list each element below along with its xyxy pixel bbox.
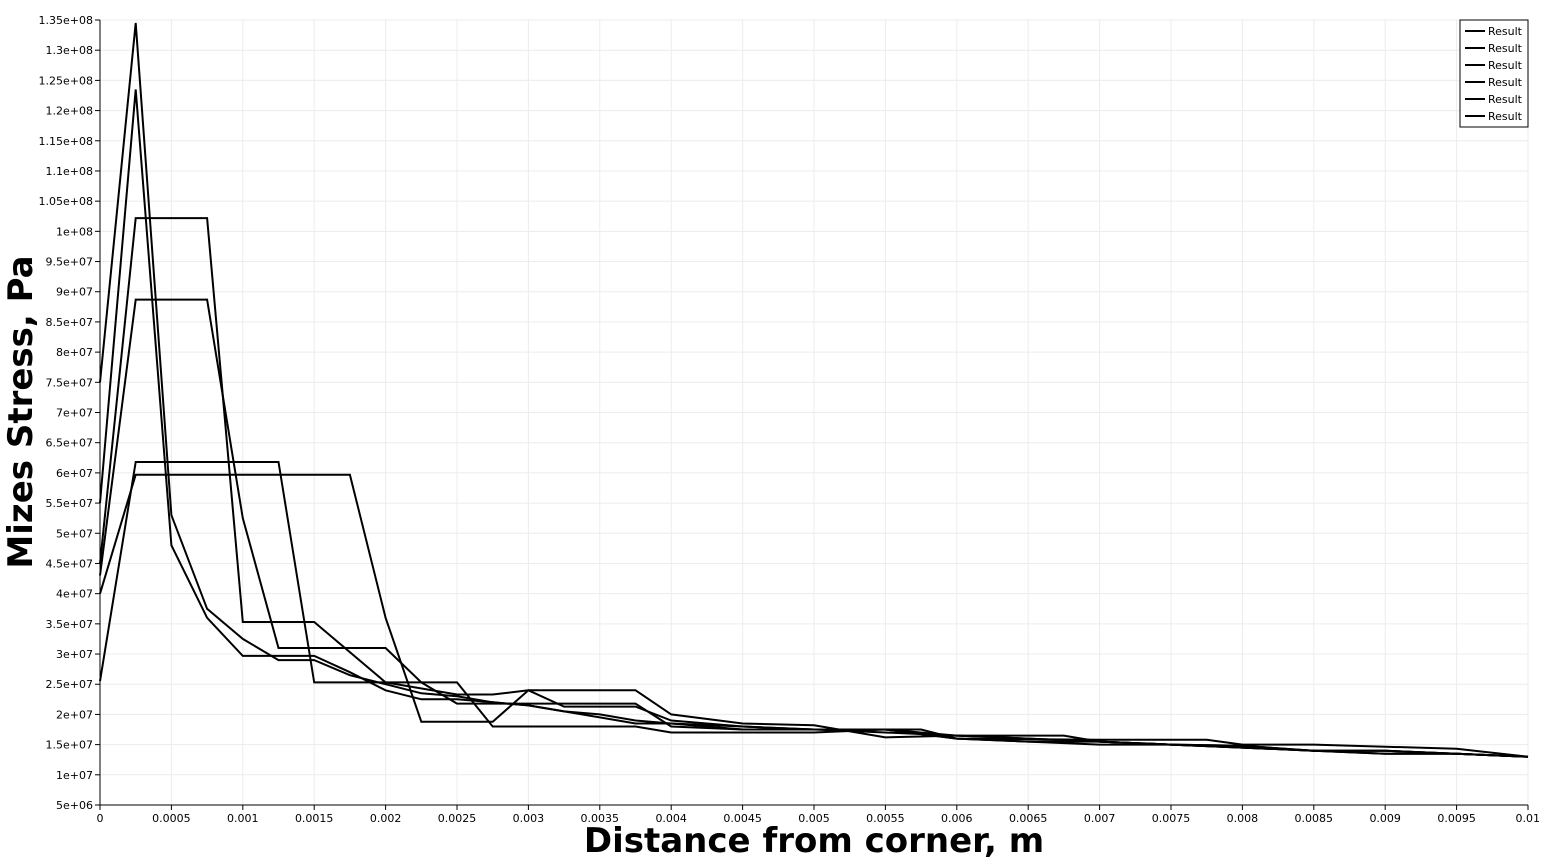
x-tick-label: 0.0065 [1009, 812, 1048, 825]
x-tick-label: 0.005 [798, 812, 830, 825]
y-tick-label: 1.3e+08 [46, 44, 93, 57]
series-lines [99, 22, 1529, 758]
y-tick-label: 1.2e+08 [46, 105, 93, 118]
y-tick-label: 9e+07 [56, 286, 93, 299]
y-tick-label: 6e+07 [56, 467, 93, 480]
legend-label: Result [1488, 93, 1523, 106]
y-tick-label: 5.5e+07 [46, 497, 93, 510]
y-tick-label: 1.15e+08 [39, 135, 93, 148]
legend-label: Result [1488, 76, 1523, 89]
x-tick-label: 0.01 [1516, 812, 1541, 825]
y-tick-label: 1e+07 [56, 769, 93, 782]
y-tick-label: 3.5e+07 [46, 618, 93, 631]
legend-label: Result [1488, 59, 1523, 72]
x-tick-label: 0.0045 [723, 812, 762, 825]
x-tick-label: 0.002 [370, 812, 402, 825]
grid-lines [99, 19, 1529, 806]
x-tick-label: 0.0085 [1295, 812, 1334, 825]
y-tick-label: 7.5e+07 [46, 376, 93, 389]
y-tick-label: 7e+07 [56, 407, 93, 420]
x-tick-label: 0.0025 [438, 812, 477, 825]
x-tick-label: 0.008 [1227, 812, 1259, 825]
x-tick-label: 0.0075 [1152, 812, 1191, 825]
series-line-5 [99, 461, 1529, 758]
y-tick-label: 2e+07 [56, 708, 93, 721]
x-axis-title: Distance from corner, m [584, 821, 1044, 861]
x-tick-label: 0.007 [1084, 812, 1116, 825]
series-line-4 [99, 298, 1529, 758]
y-tick-label: 1.5e+07 [46, 739, 93, 752]
x-tick-label: 0.004 [655, 812, 687, 825]
y-tick-label: 8e+07 [56, 346, 93, 359]
x-tick-label: 0.0005 [152, 812, 191, 825]
legend-box [1459, 19, 1529, 128]
y-tick-label: 4.5e+07 [46, 557, 93, 570]
x-tick-label: 0.0035 [581, 812, 620, 825]
y-tick-label: 6.5e+07 [46, 437, 93, 450]
y-tick-label: 8.5e+07 [46, 316, 93, 329]
legend-label: Result [1488, 110, 1523, 123]
y-tick-label: 9.5e+07 [46, 256, 93, 269]
legend: Result Result Result Result Result Result [1459, 19, 1529, 128]
x-tick-label: 0.0055 [866, 812, 905, 825]
y-axis-title: Mizes Stress, Pa [1, 255, 41, 568]
x-tick-label: 0 [97, 812, 104, 825]
y-tick-label: 1.35e+08 [39, 14, 93, 27]
x-tick-label: 0.0015 [295, 812, 334, 825]
axes: 5e+06 1e+07 1.5e+07 2e+07 2.5e+07 3e+07 3.5e+0… [39, 14, 1540, 825]
x-tick-label: 0.001 [227, 812, 259, 825]
y-tick-label: 1.25e+08 [39, 74, 93, 87]
legend-label: Result [1488, 42, 1523, 55]
y-tick-label: 5e+06 [56, 799, 93, 812]
y-tick-label: 1.05e+08 [39, 195, 93, 208]
x-tick-label: 0.009 [1369, 812, 1401, 825]
y-tick-label: 1.1e+08 [46, 165, 93, 178]
x-tick-label: 0.0095 [1437, 812, 1476, 825]
series-line-6 [99, 473, 1529, 758]
x-tick-label: 0.006 [941, 812, 973, 825]
y-tick-label: 1e+08 [56, 225, 93, 238]
y-tick-label: 2.5e+07 [46, 678, 93, 691]
y-tick-label: 3e+07 [56, 648, 93, 661]
y-tick-label: 5e+07 [56, 527, 93, 540]
y-tick-label: 4e+07 [56, 588, 93, 601]
legend-label: Result [1488, 25, 1523, 38]
x-tick-label: 0.003 [513, 812, 545, 825]
